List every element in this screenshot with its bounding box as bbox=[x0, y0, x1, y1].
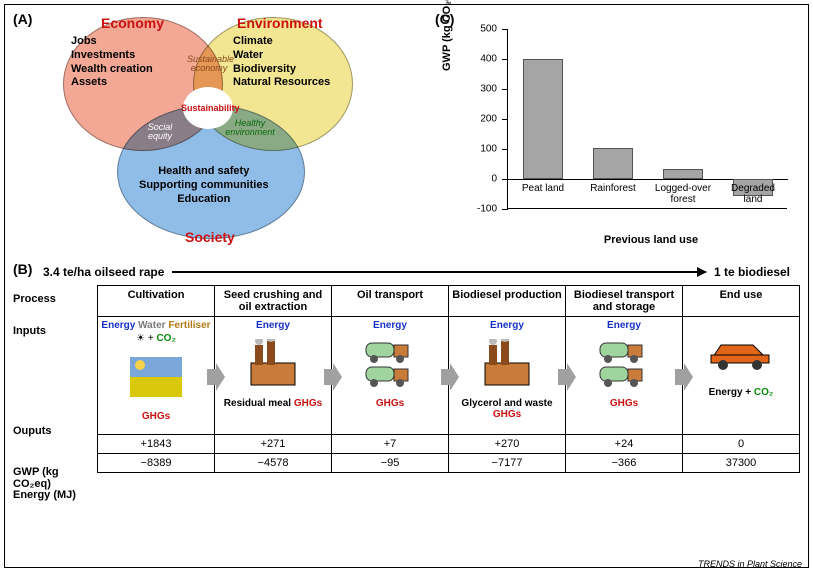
venn-overlap-social-equity: Social equity bbox=[140, 123, 180, 142]
panel-b-top-left: 3.4 te/ha oilseed rape bbox=[43, 265, 164, 279]
panel-a-tag: (A) bbox=[13, 11, 32, 27]
outputs-text: Energy + CO₂ bbox=[685, 387, 797, 398]
outputs-text: GHGs bbox=[334, 398, 446, 409]
process-header: Biodiesel transport and storage bbox=[566, 286, 683, 317]
energy-value: −4578 bbox=[215, 454, 332, 473]
chart-bar bbox=[523, 59, 563, 179]
chart-ytick: 300 bbox=[480, 84, 497, 95]
row-label-outputs: Ouputs bbox=[13, 425, 91, 437]
process-cell: Energy Water Fertiliser☀ + CO₂ GHGs bbox=[98, 317, 215, 435]
field-icon bbox=[100, 347, 212, 407]
gwp-value: 0 bbox=[683, 435, 800, 454]
panel-b: (B) 3.4 te/ha oilseed rape 1 te biodiese… bbox=[13, 261, 800, 551]
venn-list-environment: ClimateWaterBiodiversityNatural Resource… bbox=[233, 35, 330, 90]
chart-category-label: Peat land bbox=[511, 181, 575, 195]
outputs-text: Glycerol and waste GHGs bbox=[451, 398, 563, 420]
row-label-inputs: Inputs bbox=[13, 325, 91, 337]
process-cell: Energy GHGs bbox=[566, 317, 683, 435]
venn-title-society: Society bbox=[185, 229, 235, 245]
gwp-value: +270 bbox=[449, 435, 566, 454]
chart-x-label: Previous land use bbox=[507, 234, 795, 246]
chart-ytick: 200 bbox=[480, 114, 497, 125]
chart-bar bbox=[663, 169, 703, 180]
panel-b-tag: (B) bbox=[13, 261, 32, 277]
process-cell: Energy GHGs bbox=[332, 317, 449, 435]
venn-list-society: Health and safetySupporting communitiesE… bbox=[139, 165, 269, 206]
energy-value: −8389 bbox=[98, 454, 215, 473]
chart-ytick: -100 bbox=[477, 204, 497, 215]
gwp-value: +271 bbox=[215, 435, 332, 454]
chart-category-label: Rainforest bbox=[581, 181, 645, 195]
gwp-value: +24 bbox=[566, 435, 683, 454]
chart-plot-area: -1000100200300400500Peat landRainforestL… bbox=[507, 29, 787, 209]
outputs-text: Residual meal GHGs bbox=[217, 398, 329, 409]
venn-diagram: Economy Environment Society JobsInvestme… bbox=[63, 17, 373, 247]
process-header: Biodiesel production bbox=[449, 286, 566, 317]
inputs-text: Energy bbox=[334, 320, 446, 331]
energy-value: −95 bbox=[332, 454, 449, 473]
energy-value: −366 bbox=[566, 454, 683, 473]
gwp-value: +1843 bbox=[98, 435, 215, 454]
process-header: Seed crushing and oil extraction bbox=[215, 286, 332, 317]
venn-title-economy: Economy bbox=[101, 15, 164, 31]
inputs-text: Energy bbox=[451, 320, 563, 331]
inputs-text: Energy Water Fertiliser bbox=[100, 320, 212, 331]
source-footer: TRENDS in Plant Science bbox=[698, 559, 802, 569]
panel-a: (A) Economy Environment Society JobsInve… bbox=[13, 11, 383, 246]
panel-b-top-right: 1 te biodiesel bbox=[714, 265, 790, 279]
figure-frame: (A) Economy Environment Society JobsInve… bbox=[4, 4, 809, 568]
chart-bar bbox=[593, 148, 633, 180]
process-cell: Energy + CO₂ bbox=[683, 317, 800, 435]
panel-c: (C) GWP (kg CO₂eq/GJ) -10001002003004005… bbox=[435, 11, 795, 246]
chart-category-label: Logged-over forest bbox=[651, 181, 715, 205]
process-header: Cultivation bbox=[98, 286, 215, 317]
factory-icon bbox=[451, 334, 563, 394]
venn-overlap-healthy-environment: Healthy environment bbox=[221, 119, 279, 138]
car-icon bbox=[685, 323, 797, 383]
row-label-gwp: GWP (kg CO₂eq) bbox=[13, 466, 91, 490]
process-header: Oil transport bbox=[332, 286, 449, 317]
venn-overlap-sustainable-economy: Sustainable economy bbox=[187, 55, 231, 74]
process-header: End use bbox=[683, 286, 800, 317]
chart-ytick: 0 bbox=[491, 174, 497, 185]
chart-ytick: 100 bbox=[480, 144, 497, 155]
inputs-text: Energy bbox=[217, 320, 329, 331]
process-table: CultivationSeed crushing and oil extract… bbox=[97, 285, 800, 473]
process-cell: Energy Glycerol and waste GHGs bbox=[449, 317, 566, 435]
process-flow-arrow-icon bbox=[172, 271, 706, 273]
chart-category-label: Degraded land bbox=[721, 181, 785, 205]
bar-chart: -1000100200300400500Peat landRainforestL… bbox=[507, 29, 787, 209]
venn-overlap-center: Sustainability bbox=[181, 103, 235, 113]
outputs-text: GHGs bbox=[100, 411, 212, 422]
factory-icon bbox=[217, 334, 329, 394]
chart-y-label: GWP (kg CO₂eq/GJ) bbox=[441, 0, 453, 71]
energy-value: 37300 bbox=[683, 454, 800, 473]
energy-value: −7177 bbox=[449, 454, 566, 473]
venn-title-environment: Environment bbox=[237, 15, 323, 31]
gwp-value: +7 bbox=[332, 435, 449, 454]
inputs-text: Energy bbox=[568, 320, 680, 331]
row-label-energy: Energy (MJ) bbox=[13, 489, 91, 501]
chart-ytick: 400 bbox=[480, 54, 497, 65]
venn-list-economy: JobsInvestmentsWealth creationAssets bbox=[71, 35, 153, 90]
chart-ytick: 500 bbox=[480, 24, 497, 35]
process-cell: Energy Residual meal GHGs bbox=[215, 317, 332, 435]
row-label-process: Process bbox=[13, 293, 91, 305]
outputs-text: GHGs bbox=[568, 398, 680, 409]
trucks-icon bbox=[334, 334, 446, 394]
trucks-icon bbox=[568, 334, 680, 394]
